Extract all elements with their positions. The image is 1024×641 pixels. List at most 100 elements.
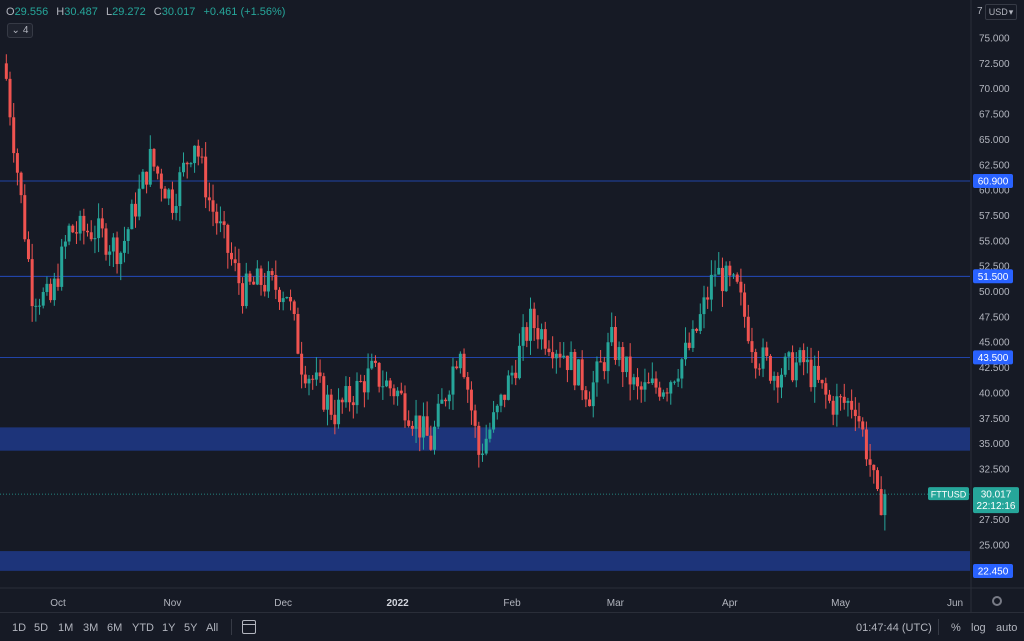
candle-down xyxy=(875,470,879,490)
candle-down xyxy=(720,267,724,292)
candle-up xyxy=(835,396,839,415)
candle-up xyxy=(45,283,49,293)
calendar-icon[interactable] xyxy=(242,620,256,634)
candle-down xyxy=(170,189,174,213)
timeframe-5y[interactable]: 5Y xyxy=(184,622,198,634)
timeframe-3m[interactable]: 3M xyxy=(83,622,99,634)
candle-down xyxy=(274,274,278,290)
candle-down xyxy=(695,328,699,331)
indicators-toggle[interactable]: ⌄ 4 xyxy=(7,23,33,38)
candle-up xyxy=(370,360,374,369)
timeframe-6m[interactable]: 6M xyxy=(107,622,123,634)
candle-up xyxy=(93,238,97,240)
candle-up xyxy=(189,163,193,165)
candle-down xyxy=(399,390,403,394)
candle-up xyxy=(137,188,141,217)
candle-down xyxy=(71,225,75,233)
settings-gear-icon[interactable] xyxy=(992,596,1002,606)
candle-down xyxy=(348,386,352,403)
timeframe-1d[interactable]: 1D xyxy=(12,622,27,634)
candle-down xyxy=(573,351,577,386)
currency-select[interactable]: USD ▾ xyxy=(985,4,1017,20)
log-toggle[interactable]: log xyxy=(971,622,986,634)
candle-down xyxy=(665,392,669,394)
candle-down xyxy=(868,459,872,465)
candle-down xyxy=(200,156,204,158)
candle-up xyxy=(492,412,496,430)
candle-up xyxy=(517,345,521,379)
level-badge xyxy=(973,173,1013,188)
candle-down xyxy=(816,365,820,380)
candle-down xyxy=(311,378,315,380)
candle-up xyxy=(805,359,809,363)
candle-down xyxy=(558,353,562,358)
candle-down xyxy=(565,355,569,371)
level-badge-label: 60.900 xyxy=(978,176,1009,187)
candle-down xyxy=(277,289,281,303)
candle-down xyxy=(229,252,233,260)
candle-down xyxy=(392,388,396,397)
symbol-badge-label: FTTUSD xyxy=(931,490,967,500)
candle-down xyxy=(89,232,93,240)
candle-down xyxy=(743,292,747,317)
candle-down xyxy=(425,416,429,436)
candle-up xyxy=(396,390,400,397)
price-tick-label: 67.500 xyxy=(979,110,1010,121)
timeframe-all[interactable]: All xyxy=(206,622,219,634)
time-tick-label: 2022 xyxy=(386,598,409,609)
time-tick-label: Apr xyxy=(722,598,738,609)
auto-toggle[interactable]: auto xyxy=(996,622,1018,634)
price-chart[interactable]: 75.000 72.500 70.000 67.500 65.000 62.500 60.0… xyxy=(0,0,1024,612)
candle-up xyxy=(244,273,248,307)
candle-down xyxy=(211,200,215,212)
candle-up xyxy=(499,394,503,406)
candle-up xyxy=(451,366,455,395)
candle-down xyxy=(824,383,828,395)
candle-down xyxy=(329,394,333,415)
candle-down xyxy=(4,63,8,79)
candle-up xyxy=(488,429,492,439)
candle-up xyxy=(307,378,311,384)
candle-up xyxy=(193,145,197,164)
candle-down xyxy=(204,156,208,198)
candle-down xyxy=(207,197,211,201)
candle-down xyxy=(739,281,743,293)
candle-down xyxy=(444,399,448,402)
candle-up xyxy=(148,148,152,185)
candle-down xyxy=(163,188,167,199)
price-tick-label: 27.500 xyxy=(979,515,1010,526)
candle-down xyxy=(104,228,108,255)
candle-down xyxy=(584,390,588,400)
candle-down xyxy=(864,429,868,460)
candle-up xyxy=(41,292,45,306)
candle-down xyxy=(23,195,27,240)
price-tick-label: 65.000 xyxy=(979,135,1010,146)
candle-up xyxy=(182,162,186,173)
currency-label: USD xyxy=(988,7,1008,17)
candle-up xyxy=(691,328,695,348)
timeframe-ytd[interactable]: YTD xyxy=(132,622,154,634)
symbol-badge xyxy=(928,487,969,501)
level-badge xyxy=(973,269,1013,284)
candle-down xyxy=(226,224,230,253)
candle-down xyxy=(831,400,835,415)
candle-down xyxy=(156,166,160,174)
utc-clock: 01:47:44 (UTC) xyxy=(856,622,932,634)
candle-down xyxy=(259,268,263,285)
candle-down xyxy=(300,353,304,375)
percent-toggle[interactable]: % xyxy=(951,622,961,634)
toolbar-divider xyxy=(231,619,232,635)
price-tick-label: 52.500 xyxy=(979,262,1010,273)
candle-down xyxy=(359,380,363,382)
candle-down xyxy=(809,359,813,388)
candle-up xyxy=(337,399,341,425)
timeframe-1m[interactable]: 1M xyxy=(58,622,74,634)
timeframe-5d[interactable]: 5D xyxy=(34,622,49,634)
price-axis-header: 7 USD ▾ xyxy=(973,4,1019,20)
candle-up xyxy=(709,274,713,300)
timeframe-1y[interactable]: 1Y xyxy=(162,622,176,634)
candle-down xyxy=(377,362,381,387)
candle-down xyxy=(746,316,750,342)
candle-down xyxy=(159,173,163,189)
time-tick-label: May xyxy=(831,598,850,609)
